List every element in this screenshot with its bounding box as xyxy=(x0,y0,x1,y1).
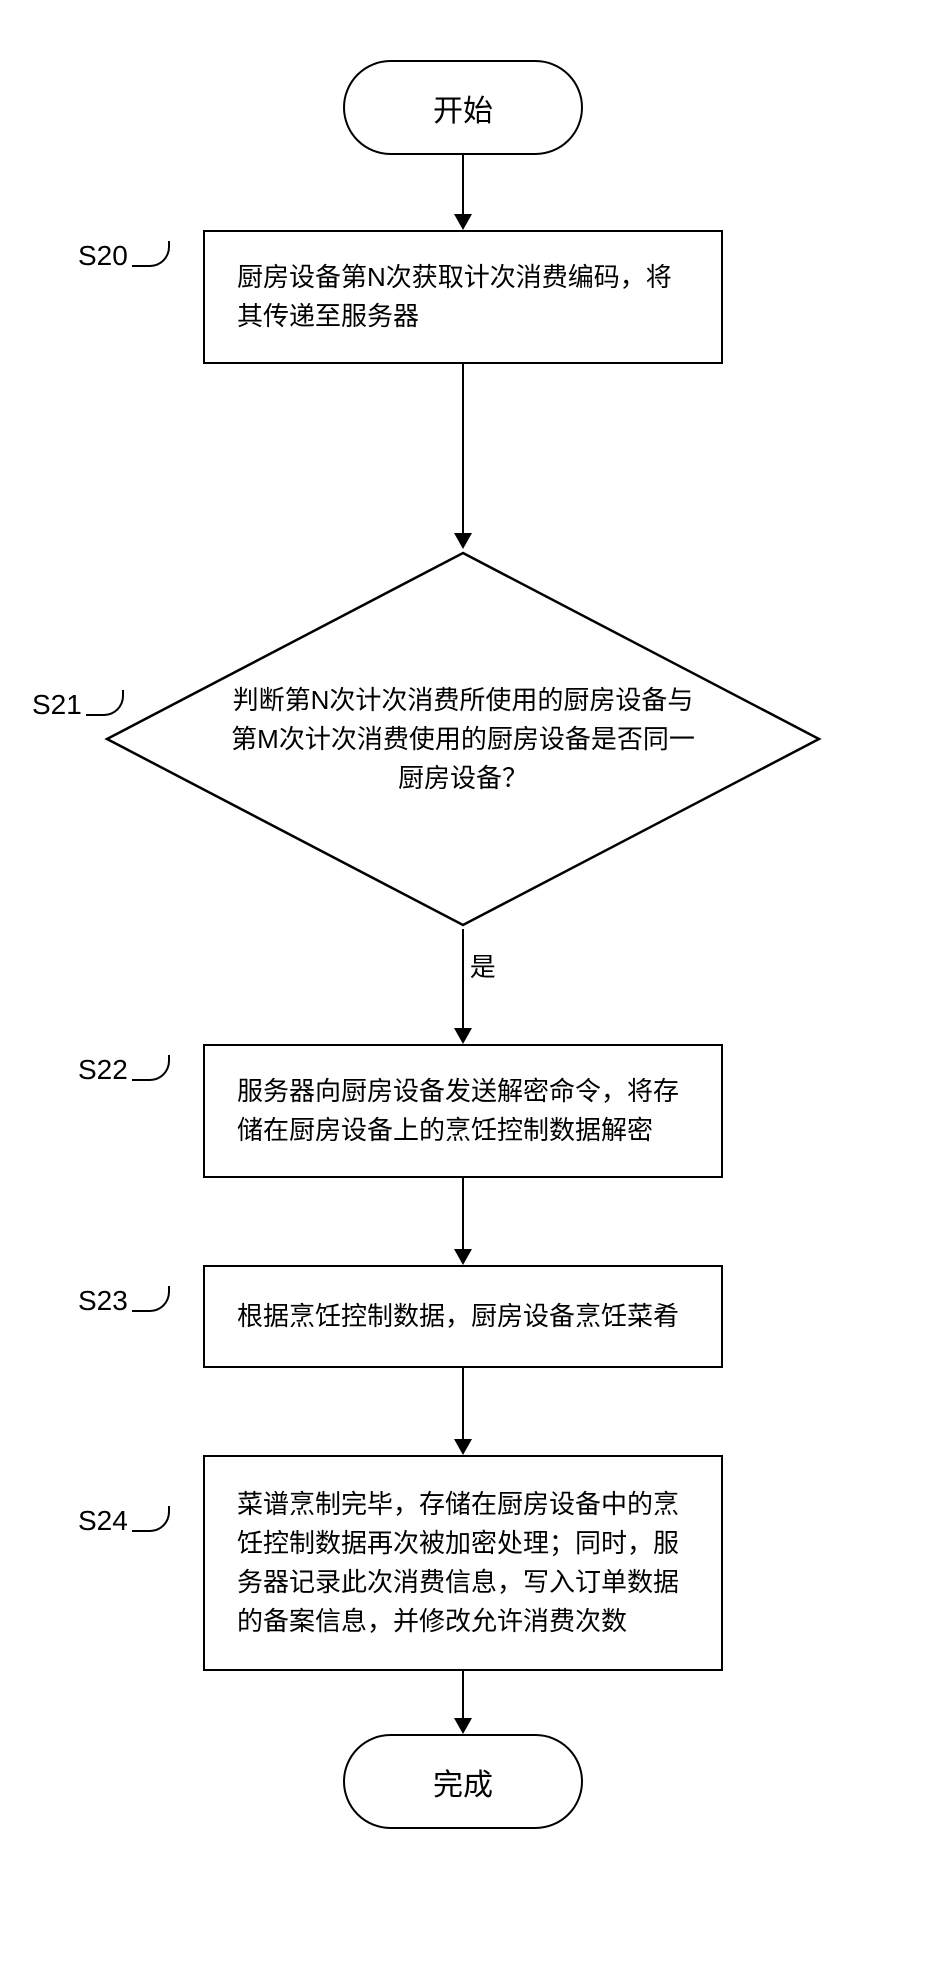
arrow-s22-s23 xyxy=(454,1178,472,1265)
end-terminal: 完成 xyxy=(343,1734,583,1829)
s21-text: 判断第N次计次消费所使用的厨房设备与第M次计次消费使用的厨房设备是否同一厨房设备… xyxy=(223,681,703,798)
arrow-head-icon xyxy=(454,1249,472,1265)
arrow-head-icon xyxy=(454,1718,472,1734)
s20-id: S20 xyxy=(78,240,128,272)
arrow-head-icon xyxy=(454,533,472,549)
s22-text: 服务器向厨房设备发送解密命令，将存储在厨房设备上的烹饪控制数据解密 xyxy=(237,1076,679,1145)
arrow-line xyxy=(462,155,465,215)
start-terminal: 开始 xyxy=(343,60,583,155)
step-label-s24: S24 xyxy=(78,1505,170,1537)
step-row-s24: S24 菜谱烹制完毕，存储在厨房设备中的烹饪控制数据再次被加密处理；同时，服务器… xyxy=(0,1455,926,1671)
label-connector-icon xyxy=(132,1506,170,1532)
s24-process: 菜谱烹制完毕，存储在厨房设备中的烹饪控制数据再次被加密处理；同时，服务器记录此次… xyxy=(203,1455,723,1671)
s23-id: S23 xyxy=(78,1285,128,1317)
arrow-line xyxy=(462,929,465,1029)
arrow-line xyxy=(462,1368,465,1440)
s20-process: 厨房设备第N次获取计次消费编码，将其传递至服务器 xyxy=(203,230,723,364)
arrow-head-icon xyxy=(454,1439,472,1455)
arrow-line xyxy=(462,1671,465,1719)
label-connector-icon xyxy=(132,1286,170,1312)
arrow-head-icon xyxy=(454,214,472,230)
s21-id: S21 xyxy=(32,689,82,721)
arrow-s23-s24 xyxy=(454,1368,472,1455)
step-row-s23: S23 根据烹饪控制数据，厨房设备烹饪菜肴 xyxy=(0,1265,926,1368)
step-label-s22: S22 xyxy=(78,1054,170,1086)
arrow-line xyxy=(462,364,465,534)
s23-text: 根据烹饪控制数据，厨房设备烹饪菜肴 xyxy=(237,1301,679,1331)
arrow-line xyxy=(462,1178,465,1250)
s24-text: 菜谱烹制完毕，存储在厨房设备中的烹饪控制数据再次被加密处理；同时，服务器记录此次… xyxy=(237,1489,679,1636)
edge-label-yes: 是 xyxy=(470,947,496,984)
s21-decision: 判断第N次计次消费所使用的厨房设备与第M次计次消费使用的厨房设备是否同一厨房设备… xyxy=(103,549,823,929)
arrow-s20-s21 xyxy=(454,364,472,549)
arrow-s21-s22: 是 xyxy=(454,929,472,1044)
s23-process: 根据烹饪控制数据，厨房设备烹饪菜肴 xyxy=(203,1265,723,1368)
flowchart-container: 开始 S20 厨房设备第N次获取计次消费编码，将其传递至服务器 S21 判断第N… xyxy=(0,60,926,1829)
step-row-s20: S20 厨房设备第N次获取计次消费编码，将其传递至服务器 xyxy=(0,230,926,364)
arrow-s24-end xyxy=(454,1671,472,1734)
s22-id: S22 xyxy=(78,1054,128,1086)
step-row-s22: S22 服务器向厨房设备发送解密命令，将存储在厨房设备上的烹饪控制数据解密 xyxy=(0,1044,926,1178)
step-label-s20: S20 xyxy=(78,240,170,272)
start-label: 开始 xyxy=(433,86,493,130)
end-label: 完成 xyxy=(433,1760,493,1804)
arrow-head-icon xyxy=(454,1028,472,1044)
arrow-start-s20 xyxy=(454,155,472,230)
label-connector-icon xyxy=(132,1055,170,1081)
step-row-s21: S21 判断第N次计次消费所使用的厨房设备与第M次计次消费使用的厨房设备是否同一… xyxy=(0,549,926,929)
s24-id: S24 xyxy=(78,1505,128,1537)
s22-process: 服务器向厨房设备发送解密命令，将存储在厨房设备上的烹饪控制数据解密 xyxy=(203,1044,723,1178)
s20-text: 厨房设备第N次获取计次消费编码，将其传递至服务器 xyxy=(237,262,672,331)
label-connector-icon xyxy=(132,241,170,267)
step-label-s23: S23 xyxy=(78,1285,170,1317)
